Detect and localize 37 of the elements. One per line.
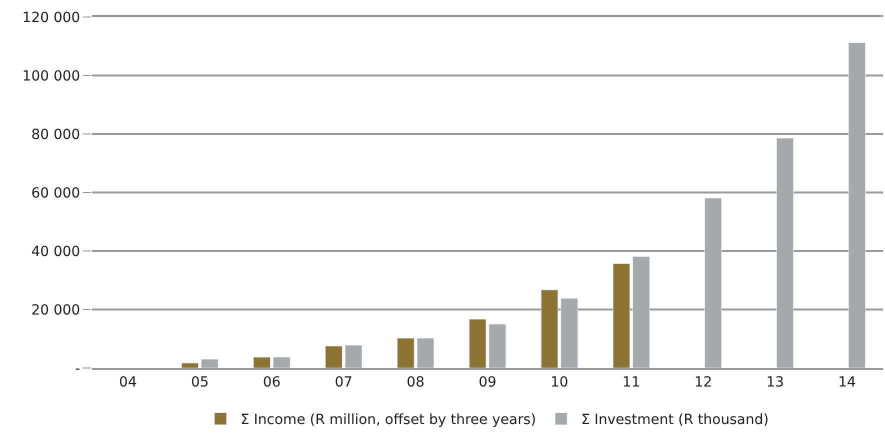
- y-tick-label: 40 000: [31, 244, 80, 260]
- legend-label: Σ Investment (R thousand): [581, 412, 769, 428]
- bar: [201, 358, 218, 368]
- y-tick-label: 80 000: [31, 126, 80, 143]
- bar: [776, 138, 794, 368]
- x-tick-label: 06: [262, 374, 281, 391]
- x-tick-label: 09: [478, 374, 496, 391]
- y-tick-label: 120 000: [22, 10, 80, 26]
- bar: [181, 362, 199, 368]
- y-tick-label: 60 000: [31, 185, 80, 202]
- y-tick-label: -: [75, 360, 80, 377]
- x-tick-label: 11: [622, 374, 640, 391]
- bar: [325, 346, 342, 368]
- x-tick-label: 13: [766, 374, 784, 391]
- bar: [540, 290, 558, 368]
- bar: [704, 198, 722, 368]
- x-tick-label: 14: [838, 374, 856, 391]
- bar: [273, 356, 290, 368]
- bar: [416, 338, 434, 368]
- legend-label: Σ Income (R million, offset by three years): [240, 412, 536, 428]
- x-tick-label: 08: [406, 374, 425, 391]
- y-tick-label: 100 000: [22, 68, 80, 84]
- x-tick-label: 12: [694, 374, 712, 391]
- bar: [397, 338, 414, 368]
- bar: [468, 318, 486, 368]
- bar: [253, 356, 271, 368]
- x-tick-label: 04: [119, 374, 137, 391]
- x-tick-label: 05: [190, 374, 209, 391]
- bar: [632, 256, 650, 368]
- y-tick-label: 20 000: [31, 302, 80, 318]
- bar: [612, 263, 630, 368]
- x-tick-label: 10: [550, 374, 568, 391]
- bar: [344, 344, 362, 368]
- bar: [848, 42, 866, 368]
- x-tick-label: 07: [334, 374, 353, 391]
- bar: [560, 298, 578, 368]
- bar: [488, 324, 506, 368]
